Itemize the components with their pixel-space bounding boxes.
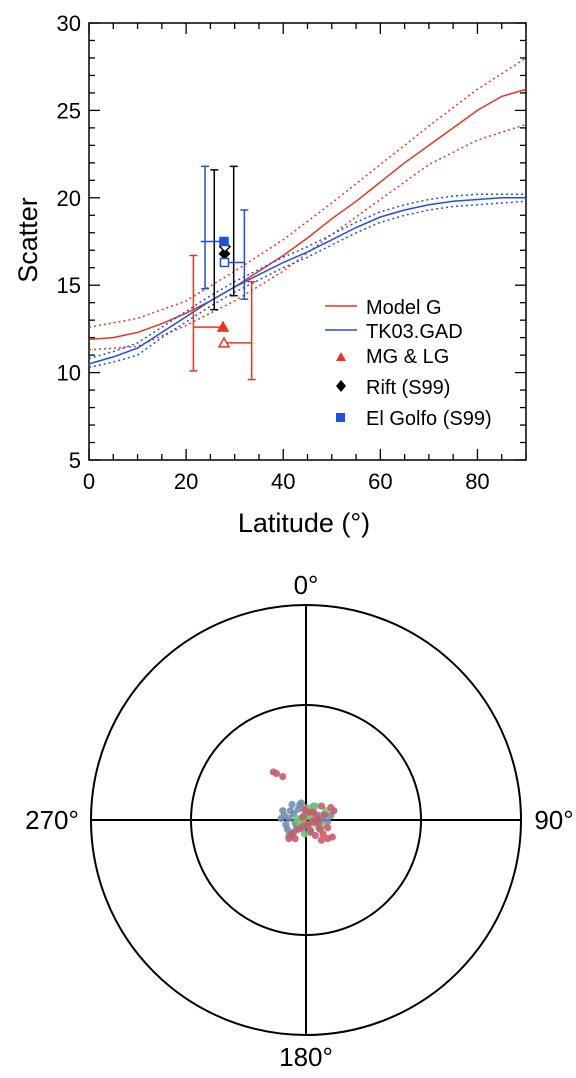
marker-square bbox=[219, 236, 229, 247]
polar-point-blue bbox=[279, 807, 287, 815]
series-line-model-g-confidence-upper bbox=[88, 57, 527, 328]
legend-label-model-g: Model G bbox=[366, 297, 442, 319]
marker-triangle bbox=[216, 320, 230, 332]
y-tick-label: 10 bbox=[57, 361, 81, 386]
polar-point-green bbox=[311, 802, 319, 810]
polar-point-red bbox=[279, 773, 287, 781]
legend-triangle-icon bbox=[336, 352, 346, 361]
y-tick-label: 5 bbox=[69, 448, 81, 473]
marker-triangle bbox=[217, 336, 231, 348]
angle-label-90: 90° bbox=[534, 805, 573, 835]
polar-point-red bbox=[272, 769, 281, 778]
series-line-tk03-gad-confidence-upper bbox=[88, 193, 526, 360]
error-bars bbox=[189, 165, 256, 381]
x-axis-ticks: 0 20 40 60 80 bbox=[83, 23, 527, 494]
data-markers bbox=[216, 236, 232, 348]
polar-point-blue bbox=[297, 799, 305, 807]
legend-label-el-golfo: El Golfo (S99) bbox=[366, 408, 492, 430]
polar-point-red bbox=[314, 819, 322, 827]
polar-point-red bbox=[330, 807, 338, 815]
model-curves bbox=[88, 57, 527, 369]
legend-label-tk03: TK03.GAD bbox=[366, 321, 463, 343]
marker-square bbox=[219, 257, 230, 268]
y-tick-label: 25 bbox=[57, 98, 81, 123]
x-tick-label: 80 bbox=[465, 469, 489, 494]
polar-point-red bbox=[316, 825, 324, 833]
polar-point-red bbox=[311, 831, 319, 840]
plot-frame bbox=[88, 22, 527, 461]
y-axis-label: Scatter bbox=[13, 197, 43, 283]
polar-points bbox=[269, 768, 338, 844]
legend-label-mg-lg: MG & LG bbox=[366, 346, 449, 368]
y-axis-ticks: 5 10 15 20 25 30 bbox=[57, 11, 526, 473]
x-axis-label: Latitude (°) bbox=[238, 508, 370, 538]
polar-point-red bbox=[310, 808, 318, 816]
polar-point-red bbox=[317, 802, 326, 810]
polar-point-red bbox=[321, 811, 329, 819]
polar-point-green bbox=[300, 830, 309, 838]
polar-point-blue bbox=[324, 817, 332, 826]
series-line-tk03-gad-confidence-lower bbox=[88, 200, 527, 369]
x-tick-label: 20 bbox=[174, 469, 198, 494]
polar-point-green bbox=[293, 814, 301, 823]
x-tick-label: 0 bbox=[83, 469, 95, 494]
legend-label-rift: Rift (S99) bbox=[366, 377, 450, 399]
series-line-tk03-gad bbox=[88, 197, 526, 365]
x-tick-label: 60 bbox=[368, 469, 392, 494]
polar-point-red bbox=[317, 836, 326, 844]
polar-point-red bbox=[299, 822, 307, 830]
x-tick-label: 40 bbox=[271, 469, 295, 494]
polar-point-red bbox=[328, 833, 336, 841]
scatter-vs-latitude-chart: 0 20 40 60 80 5 10 15 20 25 30 Latitude (°) Scatt… bbox=[13, 11, 527, 538]
series-line-model-g bbox=[88, 88, 527, 341]
polar-point-red bbox=[300, 805, 309, 813]
angle-label-180: 180° bbox=[279, 1042, 333, 1072]
polar-point-red bbox=[324, 824, 332, 832]
y-tick-label: 20 bbox=[57, 186, 81, 211]
polar-point-blue bbox=[286, 807, 295, 815]
polar-point-blue bbox=[288, 800, 296, 809]
polar-point-red bbox=[291, 835, 299, 843]
legend-square-icon bbox=[336, 413, 345, 422]
series-line-model-g-confidence-lower bbox=[88, 123, 527, 351]
polar-point-red bbox=[299, 813, 307, 821]
legend: Model G TK03.GAD MG & LG Rift (S99) El G… bbox=[325, 297, 492, 430]
angle-label-270: 270° bbox=[25, 805, 79, 835]
y-tick-label: 15 bbox=[57, 273, 81, 298]
polar-point-blue bbox=[277, 814, 285, 823]
polar-point-red bbox=[307, 827, 315, 835]
polar-point-blue bbox=[283, 825, 291, 833]
polar-projection-chart: 0° 90° 180° 270° bbox=[25, 570, 574, 1072]
angle-label-0: 0° bbox=[294, 570, 319, 600]
y-tick-label: 30 bbox=[57, 11, 81, 36]
polar-point-red bbox=[285, 835, 293, 843]
legend-diamond-icon bbox=[336, 380, 346, 392]
